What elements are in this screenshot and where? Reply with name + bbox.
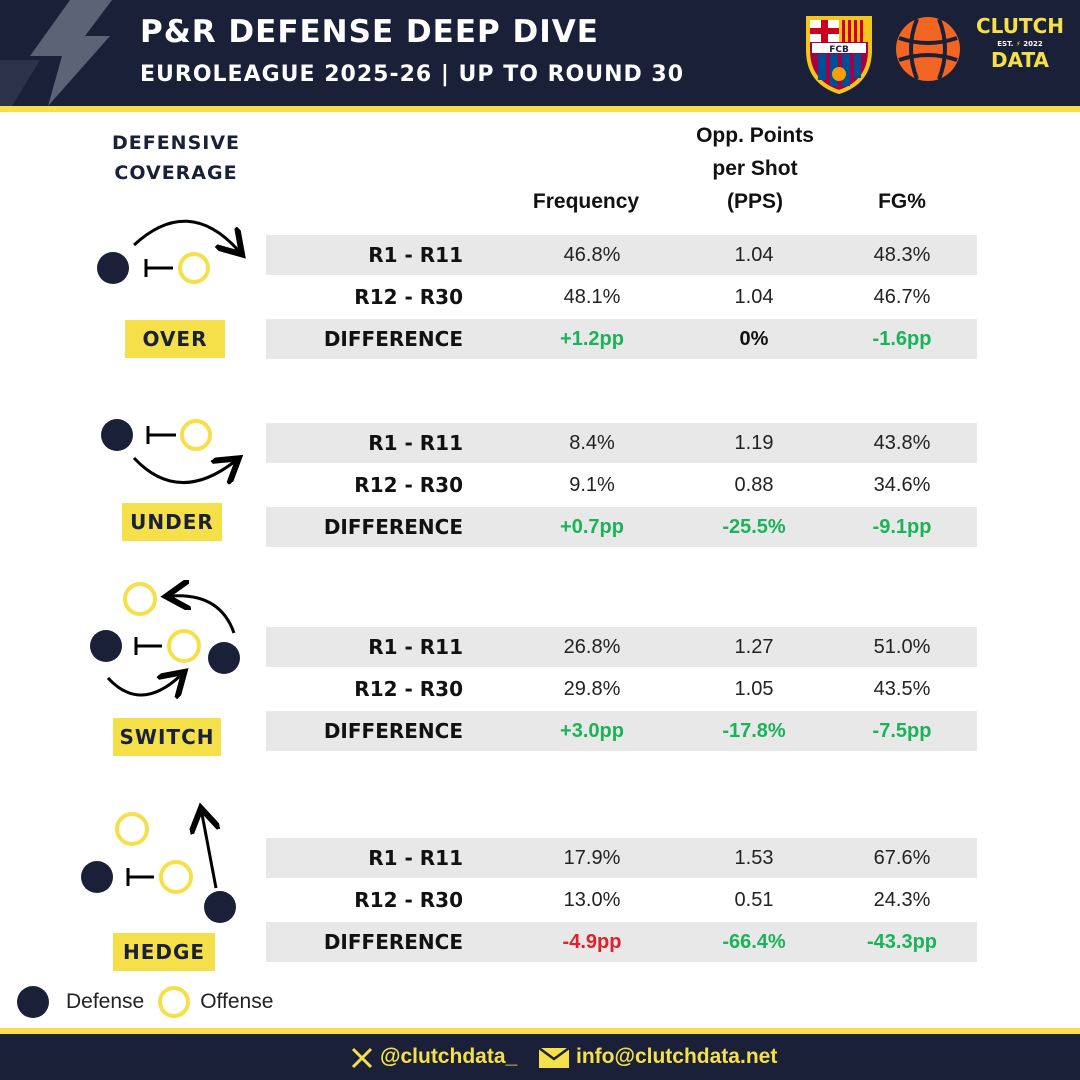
twitter-handle-link[interactable]: @clutchdata_ xyxy=(380,1045,518,1068)
under-coverage-diagram xyxy=(101,419,258,500)
tag-over: OVER xyxy=(125,320,225,358)
offense-marker xyxy=(115,812,149,846)
table-row: R1 - R11 26.8% 1.27 51.0% xyxy=(266,627,977,667)
column-header-fg: FG% xyxy=(878,190,926,213)
offense-marker xyxy=(159,860,193,894)
table-row-difference: DIFFERENCE +1.2pp 0% -1.6pp xyxy=(266,319,977,359)
footer-bar: @clutchdata_ info@clutchdata.net xyxy=(0,1034,1080,1080)
column-header-frequency: Frequency xyxy=(532,190,640,213)
table-row: R12 - R30 48.1% 1.04 46.7% xyxy=(354,285,931,309)
header-bar: P&R DEFENSE DEEP DIVE EUROLEAGUE 2025-26… xyxy=(0,0,1080,106)
table-row: R1 - R11 17.9% 1.53 67.6% xyxy=(266,838,977,878)
clutch-data-logo: CLUTCH EST. ⚡ 2022 DATA xyxy=(975,14,1064,72)
legend: Defense Offense xyxy=(16,984,273,1020)
offense-marker-icon xyxy=(158,986,191,1018)
defense-marker-icon xyxy=(17,986,49,1018)
lightning-bolt-icon xyxy=(0,0,112,106)
footer-accent-stripe xyxy=(0,1028,1080,1034)
tag-switch: SWITCH xyxy=(113,718,221,756)
coverage-heading: DEFENSIVE COVERAGE xyxy=(111,132,241,184)
table-row: R12 - R30 13.0% 0.51 24.3% xyxy=(354,888,931,912)
envelope-icon xyxy=(538,1047,570,1068)
offense-marker xyxy=(123,582,157,616)
table-row: R1 - R11 8.4% 1.19 43.8% xyxy=(266,423,977,463)
defender-marker xyxy=(204,891,236,923)
offense-marker xyxy=(167,629,201,663)
defender-marker xyxy=(208,642,240,674)
euroleague-logo-icon xyxy=(896,17,960,81)
switch-coverage-diagram xyxy=(90,578,240,708)
svg-text:FCB: FCB xyxy=(829,45,849,55)
tag-under: UNDER xyxy=(122,503,222,541)
defender-marker xyxy=(97,252,129,284)
table-row-difference: DIFFERENCE +3.0pp -17.8% -7.5pp xyxy=(266,711,977,751)
header-accent-stripe xyxy=(0,106,1080,112)
email-link[interactable]: info@clutchdata.net xyxy=(576,1045,778,1068)
fc-barcelona-crest-icon: FCB xyxy=(806,16,872,94)
offense-marker xyxy=(180,419,212,451)
legend-offense-label: Offense xyxy=(200,990,274,1013)
defender-marker xyxy=(81,861,113,893)
defender-marker xyxy=(90,630,122,662)
table-row: R1 - R11 46.8% 1.04 48.3% xyxy=(266,235,977,275)
offense-marker xyxy=(178,252,210,284)
defender-marker xyxy=(101,419,133,451)
x-logo-icon xyxy=(351,1047,373,1069)
table-row: R12 - R30 9.1% 0.88 34.6% xyxy=(354,473,931,497)
hedge-coverage-diagram xyxy=(81,800,236,923)
table-row-difference: DIFFERENCE +0.7pp -25.5% -9.1pp xyxy=(266,507,977,547)
legend-defense-label: Defense xyxy=(66,990,145,1013)
page-subtitle: EUROLEAGUE 2025-26 | UP TO ROUND 30 xyxy=(140,62,685,87)
column-header-pps: Opp. Points per Shot (PPS) xyxy=(696,124,814,213)
over-coverage-diagram xyxy=(97,219,258,284)
page-title: P&R DEFENSE DEEP DIVE xyxy=(140,14,599,50)
table-row: R12 - R30 29.8% 1.05 43.5% xyxy=(354,677,931,701)
table-row-difference: DIFFERENCE -4.9pp -66.4% -43.3pp xyxy=(266,922,977,962)
tag-hedge: HEDGE xyxy=(113,933,215,971)
